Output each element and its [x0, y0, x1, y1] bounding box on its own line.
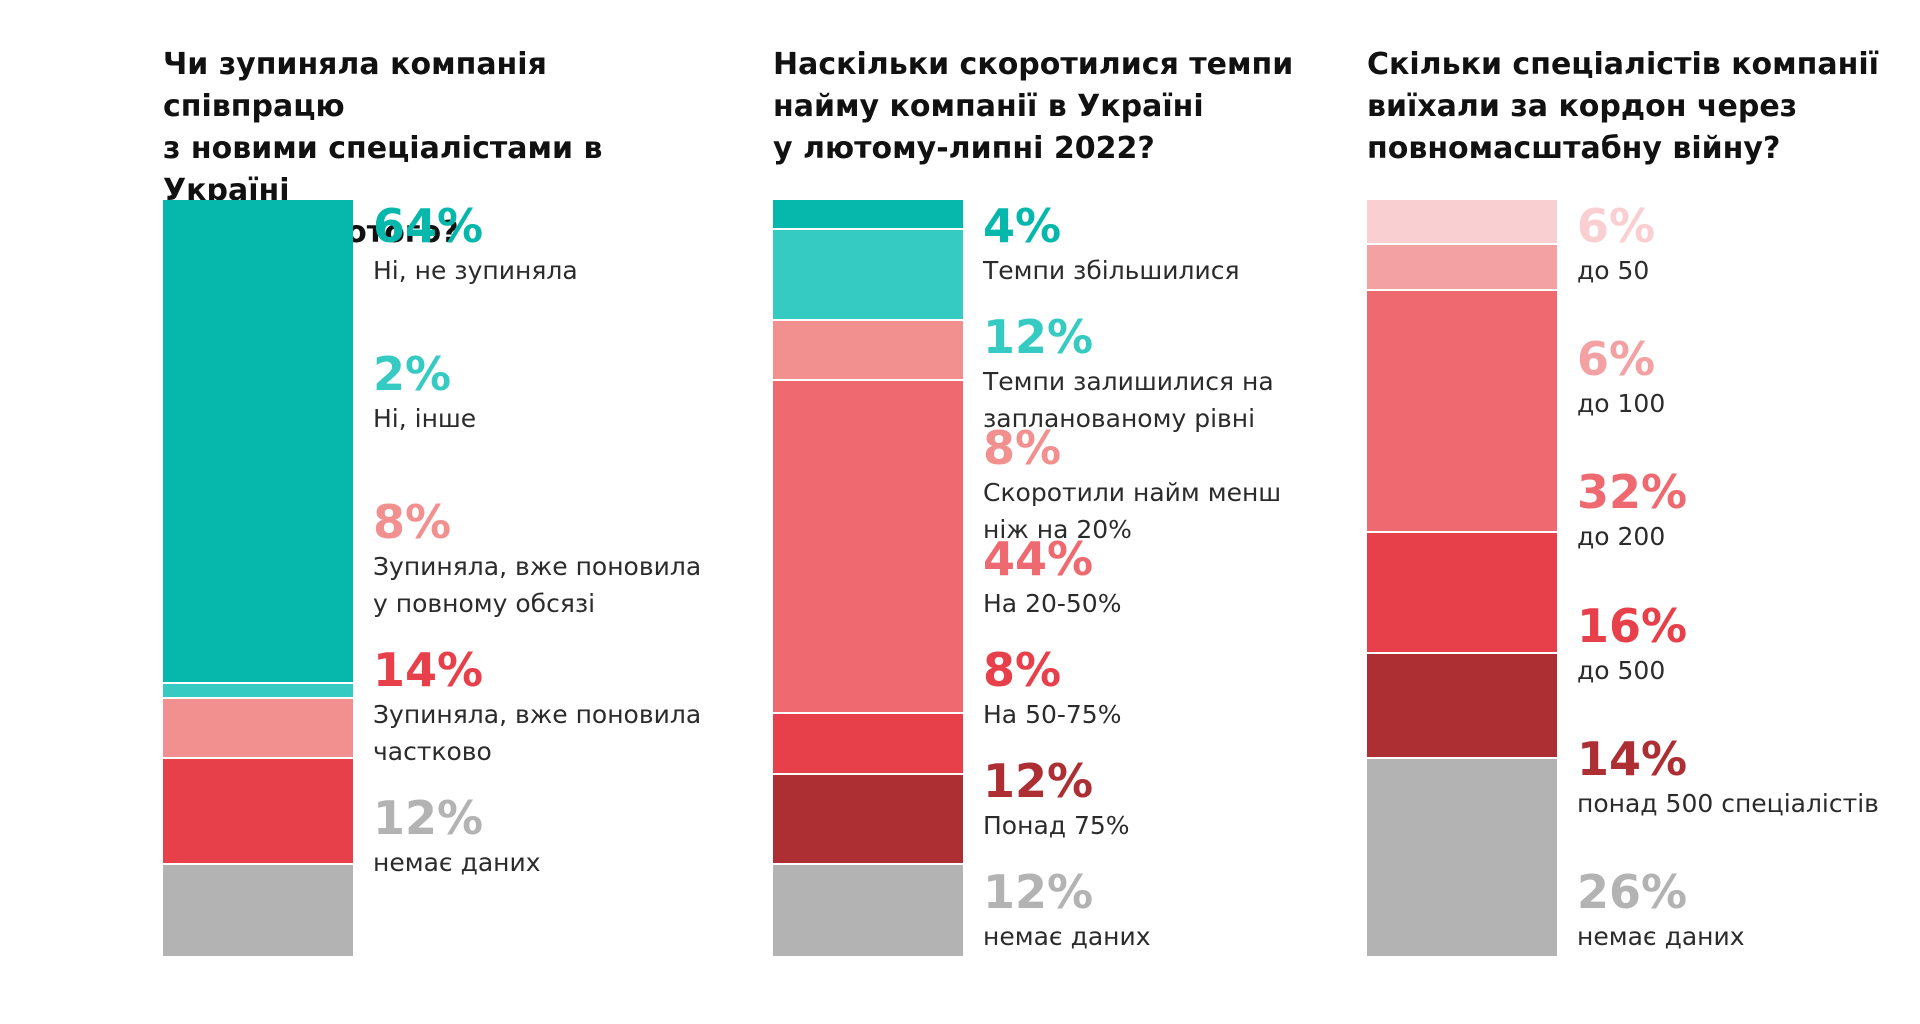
- legend-entry: 12% Понад 75%: [983, 755, 1323, 844]
- chart-panel-2: Наскільки скоротилися темпи найму компан…: [773, 0, 1333, 1024]
- data-label: 32%: [1577, 465, 1688, 520]
- bar-segment: [773, 320, 963, 380]
- chart-panel-3: Скільки спеціалістів компанії виїхали за…: [1367, 0, 1920, 1024]
- data-label: 12%: [983, 310, 1094, 364]
- legend-entry: 12% немає даних: [983, 866, 1323, 955]
- legend-entry: 12% немає даних: [373, 792, 713, 881]
- legend-entry: 4% Темпи збільшилися: [983, 200, 1323, 289]
- category-label: Зупиняла, вже поновила частково: [373, 700, 702, 766]
- data-label: 12%: [983, 865, 1094, 919]
- bar-segment: [1367, 200, 1557, 244]
- data-label: 8%: [983, 421, 1062, 475]
- bar-segment: [773, 230, 963, 319]
- bar-segment: [1367, 532, 1557, 652]
- legend-entry: 26% немає даних: [1577, 866, 1917, 955]
- category-label: до 100: [1577, 389, 1666, 419]
- data-label: 26%: [1577, 865, 1688, 919]
- stacked-bar: [773, 200, 963, 956]
- data-label: 2%: [373, 347, 452, 401]
- data-label: 6%: [1577, 332, 1656, 387]
- data-label: 44%: [983, 532, 1094, 586]
- legend-entry: 14% Зупиняла, вже поновила частково: [373, 644, 713, 770]
- category-label: Ні, не зупиняла: [373, 256, 578, 285]
- category-label: немає даних: [373, 848, 541, 877]
- bar-segment: [1367, 245, 1557, 289]
- stacked-bar: [1367, 200, 1557, 956]
- bar-segment: [773, 865, 963, 956]
- legend-entry: 8% На 50-75%: [983, 644, 1323, 733]
- legend-entry: 44% На 20-50%: [983, 533, 1323, 622]
- data-label: 64%: [373, 199, 484, 253]
- bar-segment: [773, 714, 963, 773]
- category-label: На 50-75%: [983, 700, 1122, 729]
- bar-segment: [163, 683, 353, 697]
- data-label: 8%: [983, 643, 1062, 697]
- chart-panel-1: Чи зупиняла компанія співпрацю з новими …: [163, 0, 723, 1024]
- legend-entry: 64% Ні, не зупиняла: [373, 200, 713, 289]
- chart-title: Скільки спеціалістів компанії виїхали за…: [1367, 47, 1879, 166]
- legend-entry: 12% Темпи залишилися на запланованому рів…: [983, 311, 1323, 437]
- data-label: 8%: [373, 495, 452, 549]
- category-label: немає даних: [983, 922, 1151, 951]
- bar-segment: [163, 698, 353, 758]
- category-label: Ні, інше: [373, 404, 477, 433]
- category-label: Понад 75%: [983, 811, 1130, 840]
- legend-entry: 8% Зупиняла, вже поновила у повному обсяз…: [373, 496, 713, 622]
- stacked-bar: [163, 200, 353, 956]
- category-label: до 50: [1577, 256, 1650, 285]
- legend-entry: 14% понад 500 спеціалістів: [1577, 733, 1917, 822]
- category-label: немає даних: [1577, 922, 1745, 951]
- category-label: Темпи залишилися на запланованому рівні: [983, 367, 1274, 433]
- category-label: Темпи збільшилися: [983, 256, 1240, 285]
- data-label: 14%: [1577, 731, 1688, 786]
- category-label: понад 500 спеціалістів: [1577, 788, 1879, 818]
- data-label: 14%: [373, 643, 484, 697]
- bar-segment: [1367, 653, 1557, 758]
- data-label: 6%: [1577, 199, 1656, 253]
- legend-entry: 16% до 500: [1577, 600, 1917, 689]
- bar-segment: [773, 381, 963, 713]
- data-label: 16%: [1577, 598, 1688, 653]
- chart-title: Наскільки скоротилися темпи найму компан…: [773, 47, 1294, 166]
- bar-segment: [773, 774, 963, 864]
- category-label: Скоротили найм менш ніж на 20%: [983, 478, 1282, 544]
- legend-entry: 32% до 200: [1577, 466, 1917, 555]
- bar-segment: [163, 200, 353, 682]
- category-label: до 500: [1577, 655, 1666, 685]
- category-label: На 20-50%: [983, 589, 1122, 618]
- data-label: 4%: [983, 199, 1062, 253]
- bar-segment: [163, 759, 353, 864]
- bar-segment: [1367, 759, 1557, 956]
- category-label: Зупиняла, вже поновила у повному обсязі: [373, 552, 702, 618]
- category-label: до 200: [1577, 522, 1666, 552]
- legend-entry: 2% Ні, інше: [373, 348, 713, 437]
- legend-entry: 6% до 100: [1577, 333, 1917, 422]
- bar-segment: [773, 200, 963, 229]
- data-label: 12%: [373, 791, 484, 845]
- data-label: 12%: [983, 754, 1094, 808]
- legend-entry: 6% до 50: [1577, 200, 1917, 289]
- bar-segment: [163, 865, 353, 956]
- bar-segment: [1367, 290, 1557, 531]
- legend-entry: 8% Скоротили найм менш ніж на 20%: [983, 422, 1323, 548]
